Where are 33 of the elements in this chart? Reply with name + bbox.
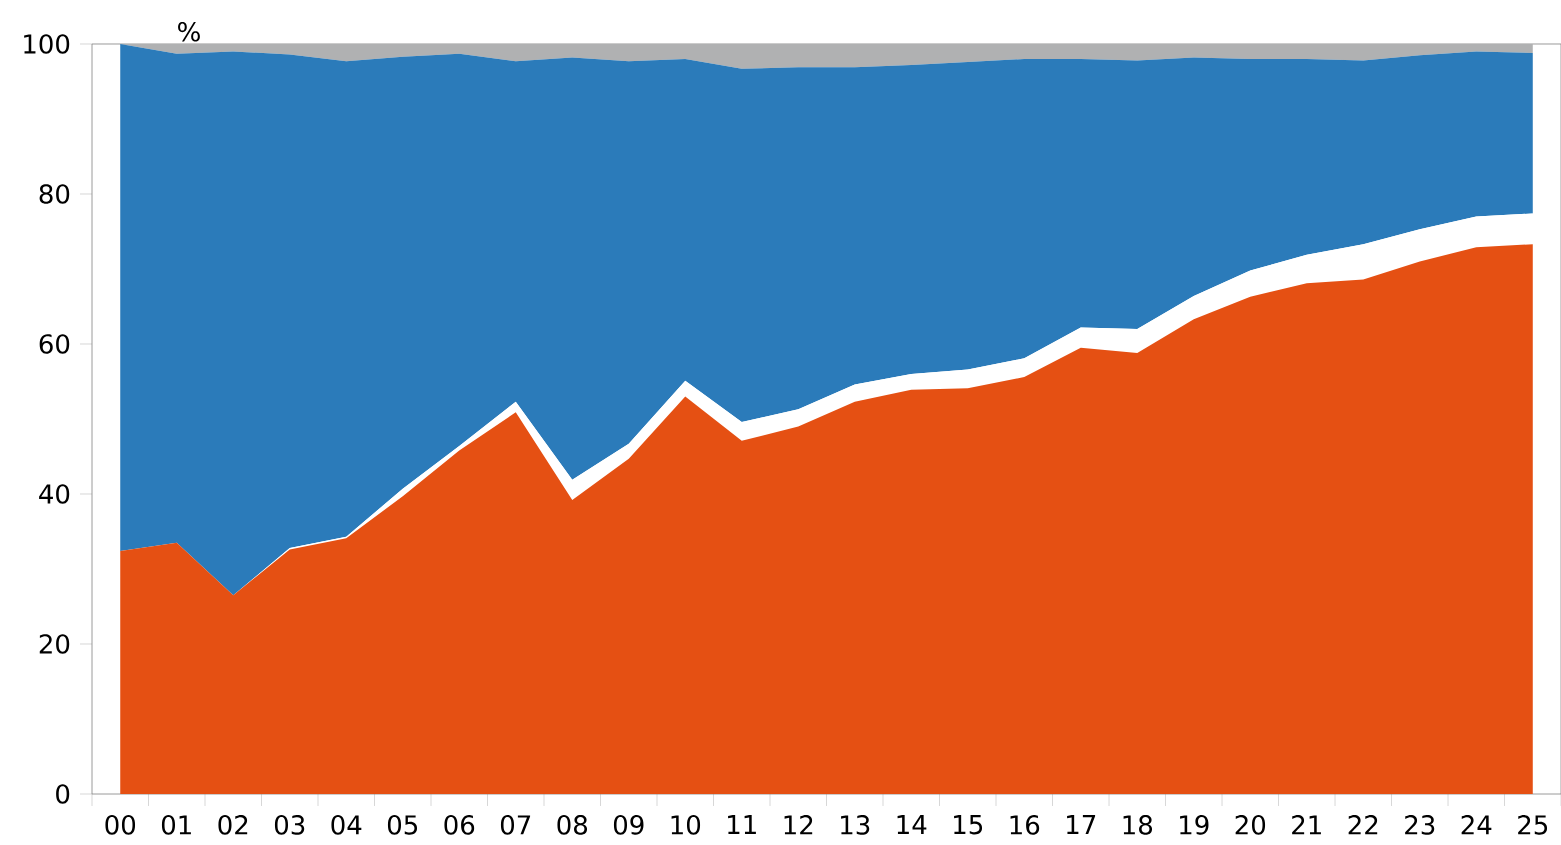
y-tick-label: 20 [39, 634, 70, 654]
x-tick-label: 25 [1518, 815, 1548, 835]
x-tick-label: 00 [105, 815, 136, 835]
y-tick-label: 40 [39, 484, 70, 504]
x-tick-label: 07 [500, 815, 531, 835]
x-tick-label: 23 [1405, 815, 1435, 835]
x-tick-label: 02 [218, 815, 248, 835]
x-tick-label: 24 [1461, 815, 1492, 835]
x-tick-label: 01 [161, 815, 191, 835]
y-tick-label: 0 [56, 784, 70, 804]
x-tick-label: 17 [1067, 815, 1096, 835]
x-tick-label: 03 [274, 815, 305, 835]
x-tick-label: 10 [671, 815, 701, 835]
x-tick-label: 05 [387, 815, 418, 835]
x-tick-label: 06 [444, 815, 475, 835]
x-tick-label: 13 [841, 815, 870, 835]
x-tick-label: 12 [784, 815, 813, 835]
x-tick-label: 15 [954, 815, 983, 835]
y-tick-label: 60 [39, 334, 70, 354]
y-tick-label: 80 [39, 184, 70, 204]
x-tick-label: 19 [1180, 815, 1209, 835]
x-tick-label: 08 [557, 815, 588, 835]
x-tick-label: 22 [1348, 815, 1378, 835]
y-axis-title: % [178, 21, 200, 42]
x-tick-label: 20 [1235, 815, 1266, 835]
x-tick-label: 16 [1010, 815, 1040, 835]
y-tick-label: 100 [24, 34, 70, 54]
x-tick-label: 21 [1292, 815, 1321, 835]
x-tick-label: 18 [1123, 815, 1153, 835]
x-tick-label: 11 [728, 815, 756, 835]
x-tick-label: 04 [331, 815, 362, 835]
x-tick-label: 09 [613, 815, 644, 835]
x-tick-label: 14 [897, 815, 927, 835]
